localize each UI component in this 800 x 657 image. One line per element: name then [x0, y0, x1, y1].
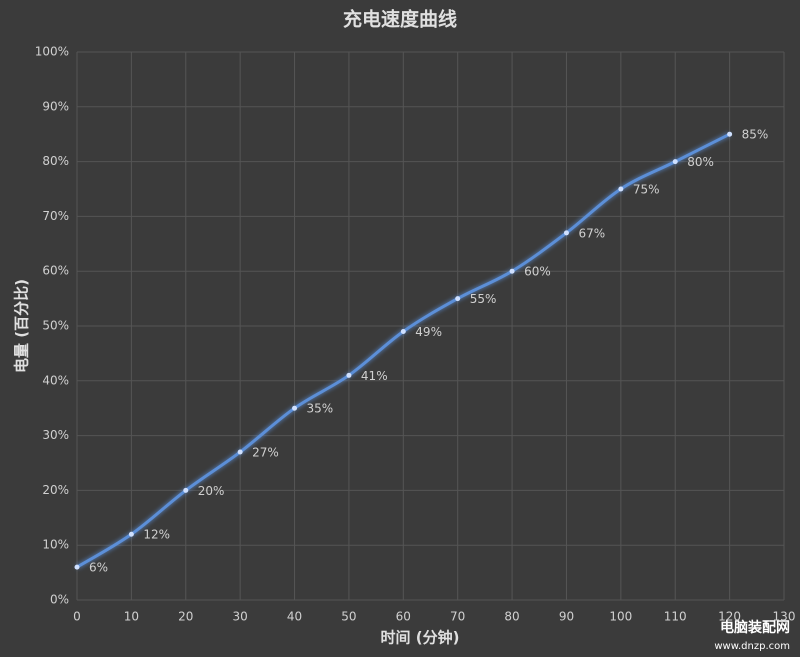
data-label: 49% — [415, 325, 442, 339]
data-label: 80% — [687, 155, 714, 169]
data-label: 67% — [578, 226, 605, 240]
data-point — [346, 372, 352, 378]
x-tick-label: 0 — [73, 610, 81, 624]
data-point — [455, 296, 461, 302]
data-point — [672, 159, 678, 165]
x-tick-label: 120 — [718, 610, 741, 624]
data-point — [237, 449, 243, 455]
data-point — [563, 230, 569, 236]
x-tick-label: 90 — [559, 610, 574, 624]
chart-title: 充电速度曲线 — [343, 8, 457, 31]
data-point — [183, 487, 189, 493]
data-label: 75% — [633, 183, 660, 197]
x-tick-label: 50 — [341, 610, 356, 624]
x-tick-label: 20 — [178, 610, 193, 624]
data-point — [128, 531, 134, 537]
y-tick-label: 100% — [35, 45, 69, 59]
x-axis-label: 时间 (分钟) — [381, 629, 460, 647]
data-label: 41% — [361, 369, 388, 383]
y-tick-label: 80% — [42, 154, 69, 168]
data-point — [618, 186, 624, 192]
x-tick-label: 130 — [773, 610, 796, 624]
x-tick-label: 70 — [450, 610, 465, 624]
y-tick-label: 20% — [42, 483, 69, 497]
data-label: 55% — [470, 292, 497, 306]
x-tick-label: 110 — [664, 610, 687, 624]
y-tick-label: 50% — [42, 319, 69, 333]
y-axis-label: 电量 (百分比) — [13, 279, 31, 373]
y-tick-label: 0% — [50, 593, 69, 607]
x-tick-label: 30 — [233, 610, 248, 624]
x-tick-label: 80 — [504, 610, 519, 624]
x-tick-label: 10 — [124, 610, 139, 624]
y-tick-label: 30% — [42, 428, 69, 442]
data-label: 20% — [198, 484, 225, 498]
data-label: 60% — [524, 265, 551, 279]
data-label: 6% — [89, 561, 108, 575]
watermark-url: www.dnzp.com — [714, 641, 790, 652]
data-label: 12% — [143, 528, 170, 542]
data-point — [74, 564, 80, 570]
data-point — [292, 405, 298, 411]
data-label: 27% — [252, 446, 279, 460]
y-tick-label: 70% — [42, 209, 69, 223]
y-tick-label: 60% — [42, 264, 69, 278]
y-tick-label: 90% — [42, 99, 69, 113]
x-tick-label: 40 — [287, 610, 302, 624]
x-tick-label: 60 — [396, 610, 411, 624]
data-point — [400, 328, 406, 334]
data-point — [509, 268, 515, 274]
y-tick-label: 10% — [42, 538, 69, 552]
watermark-name: 电脑装配网 — [720, 619, 790, 636]
data-label: 85% — [742, 128, 769, 142]
y-tick-label: 40% — [42, 373, 69, 387]
data-point — [727, 131, 733, 137]
x-tick-label: 100 — [609, 610, 632, 624]
data-label: 35% — [307, 402, 334, 416]
